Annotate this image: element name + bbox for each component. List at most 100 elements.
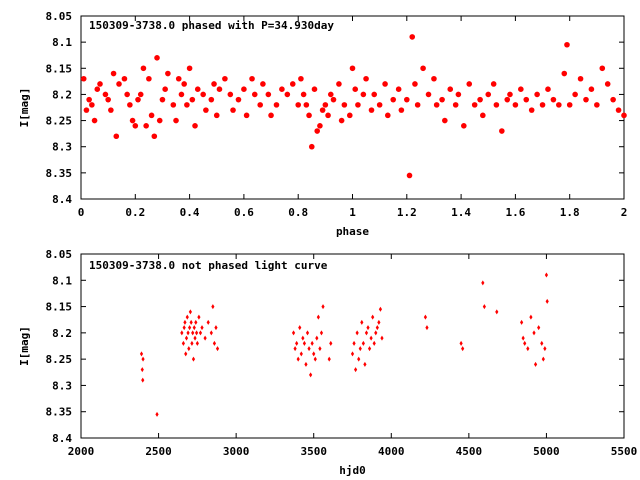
- data-point: [105, 96, 111, 103]
- data-point: [279, 86, 285, 92]
- y-tick-label: 8.35: [46, 167, 73, 180]
- data-point: [325, 112, 331, 119]
- data-point: [289, 81, 296, 87]
- data-point: [291, 330, 296, 336]
- data-point: [321, 304, 325, 310]
- data-point: [412, 81, 418, 87]
- x-tick-label: 5500: [611, 445, 638, 458]
- data-point: [241, 86, 247, 92]
- data-point: [615, 107, 622, 113]
- data-point: [327, 356, 331, 362]
- data-point: [330, 96, 337, 103]
- data-point: [86, 96, 92, 103]
- data-point: [368, 107, 375, 113]
- data-point: [423, 314, 428, 320]
- data-point: [175, 75, 182, 82]
- data-point: [200, 91, 206, 98]
- data-point: [183, 319, 187, 325]
- data-point: [512, 102, 519, 108]
- data-point: [420, 65, 426, 72]
- data-point: [442, 117, 448, 124]
- data-point: [181, 81, 187, 87]
- data-point: [355, 102, 361, 108]
- data-point: [208, 96, 215, 103]
- x-tick-label: 1.8: [560, 206, 580, 219]
- data-point: [311, 86, 318, 92]
- data-point: [213, 112, 220, 119]
- y-tick-label: 8.1: [52, 36, 72, 49]
- data-point: [129, 117, 136, 124]
- data-point: [178, 91, 185, 98]
- unphased-light-curve-panel: 2000 2500 3000 3500 4000 4500 5000 5500 8.05 8.1 8…: [18, 248, 637, 477]
- data-point: [148, 112, 155, 119]
- data-point: [566, 102, 573, 108]
- data-point: [360, 319, 364, 325]
- data-point: [495, 309, 499, 315]
- data-point: [431, 75, 437, 82]
- data-point: [534, 91, 540, 98]
- data-point: [455, 91, 462, 98]
- data-point: [141, 356, 145, 362]
- data-point: [83, 107, 90, 113]
- data-point: [143, 123, 149, 129]
- data-point: [184, 102, 190, 108]
- data-point: [162, 86, 168, 92]
- data-point: [404, 96, 410, 103]
- data-point: [304, 361, 308, 367]
- data-point: [293, 346, 297, 352]
- data-point: [227, 91, 234, 98]
- data-point: [301, 335, 305, 341]
- data-point: [406, 172, 413, 179]
- data-point: [452, 102, 459, 108]
- y-tick-label: 8.15: [46, 301, 73, 314]
- data-point: [180, 330, 184, 336]
- data-point: [360, 91, 367, 98]
- data-point: [132, 123, 139, 129]
- data-point: [181, 340, 185, 346]
- data-point: [577, 75, 584, 82]
- data-point: [361, 340, 365, 346]
- data-point: [380, 335, 384, 341]
- data-point: [298, 325, 302, 331]
- data-point: [314, 128, 321, 134]
- data-point: [295, 340, 299, 346]
- data-point: [192, 325, 196, 331]
- data-point: [482, 304, 486, 310]
- data-point: [195, 340, 199, 346]
- data-point: [390, 96, 397, 103]
- data-point: [349, 65, 356, 72]
- x-tick-label: 1.6: [505, 206, 525, 219]
- data-point: [414, 102, 421, 108]
- data-point: [364, 330, 369, 336]
- data-point: [520, 319, 524, 325]
- data-point: [110, 70, 117, 77]
- data-point: [537, 325, 541, 331]
- data-point: [493, 102, 500, 108]
- data-point: [621, 112, 627, 119]
- data-point: [507, 91, 513, 98]
- data-point: [409, 34, 416, 40]
- data-point: [309, 372, 313, 378]
- data-point: [461, 123, 467, 129]
- data-point: [543, 346, 547, 352]
- data-point: [265, 91, 272, 98]
- data-point: [211, 304, 215, 310]
- data-point: [206, 319, 210, 325]
- y-axis-label: I[mag]: [18, 326, 31, 366]
- data-point: [346, 112, 353, 119]
- data-point: [358, 346, 362, 352]
- data-point: [97, 81, 103, 87]
- x-tick-label: 4500: [456, 445, 483, 458]
- data-point: [315, 335, 319, 341]
- data-point: [352, 340, 356, 346]
- data-point: [300, 91, 307, 98]
- data-point: [523, 340, 527, 346]
- data-point: [533, 361, 538, 367]
- data-point: [398, 107, 405, 113]
- data-point: [299, 351, 303, 357]
- data-point: [108, 107, 114, 113]
- y-tick-label: 8.05: [46, 248, 73, 261]
- y-tick-label: 8.35: [46, 406, 73, 419]
- data-point: [377, 319, 381, 325]
- data-point: [124, 91, 130, 98]
